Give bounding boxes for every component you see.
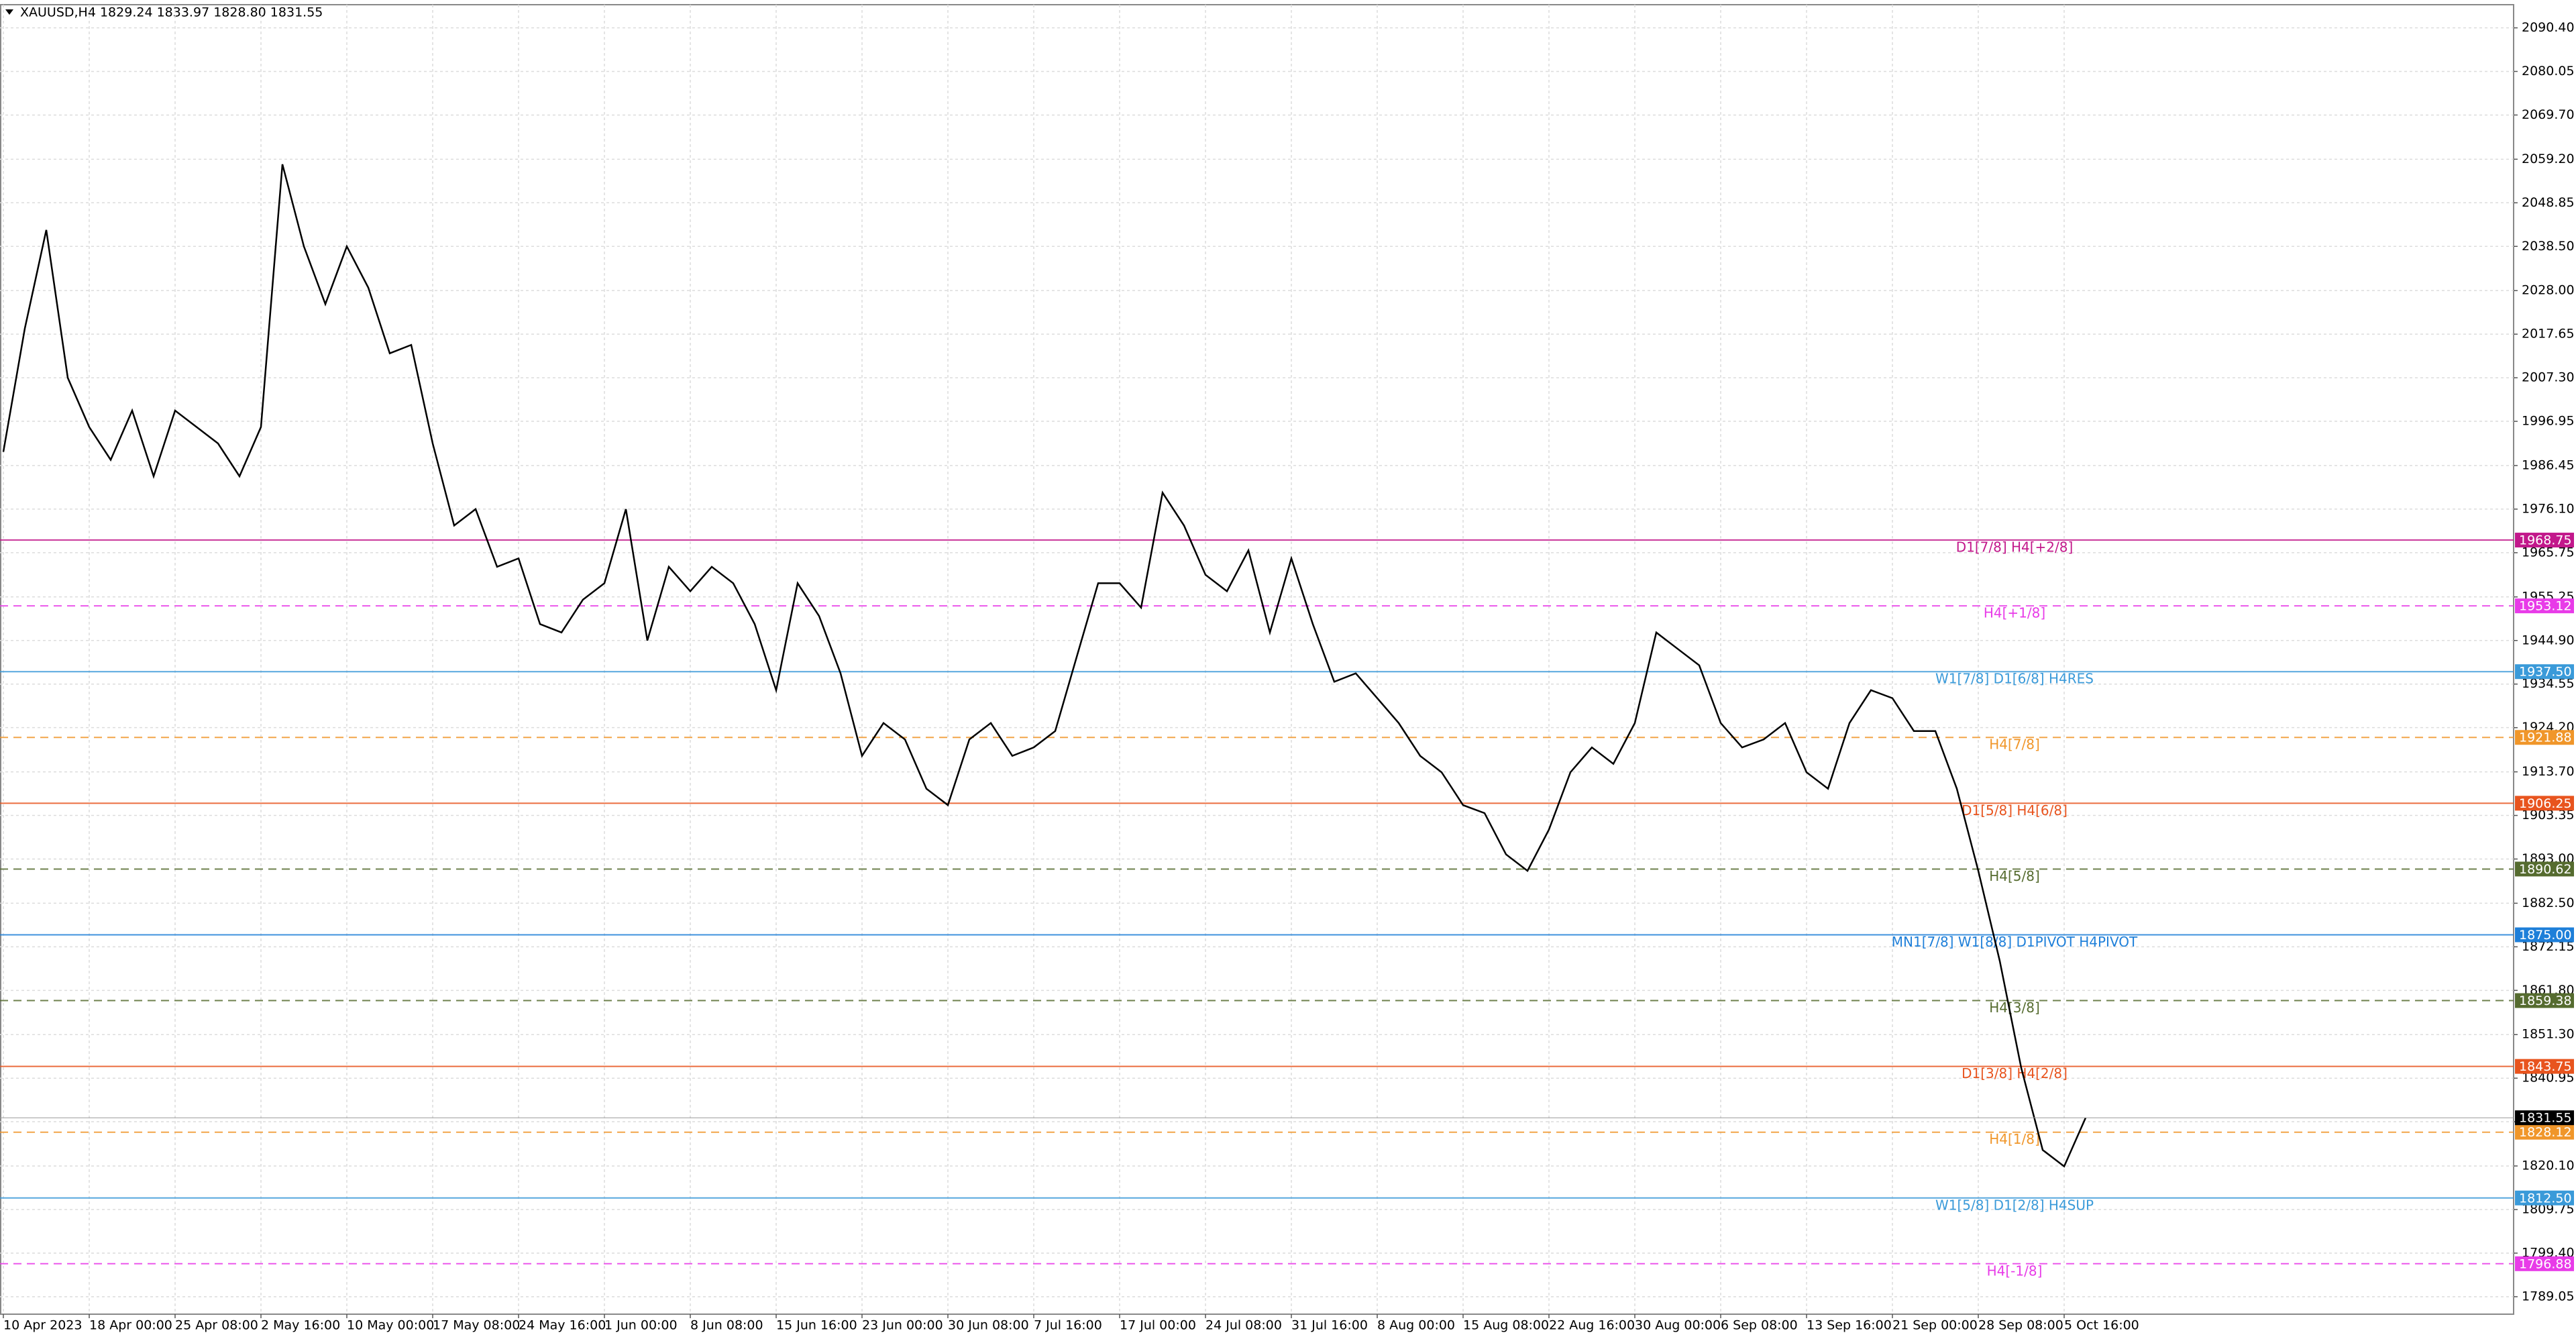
x-tick-label: 24 Jul 08:00 <box>1205 1318 1282 1333</box>
x-tick-label: 21 Sep 00:00 <box>1892 1318 1978 1333</box>
level-price-tag <box>2515 1190 2574 1206</box>
y-tick-label: 2048.85 <box>2522 195 2575 210</box>
x-tick-label: 31 Jul 16:00 <box>1291 1318 1368 1333</box>
y-tick-label: 1965.75 <box>2522 545 2575 559</box>
y-tick-label: 1976.10 <box>2522 501 2575 516</box>
x-tick-label: 6 Sep 08:00 <box>1721 1318 1798 1333</box>
y-tick-label: 1903.35 <box>2522 808 2575 822</box>
x-tick-label: 13 Sep 16:00 <box>1807 1318 1892 1333</box>
x-tick-label: 8 Jun 08:00 <box>690 1318 763 1333</box>
x-tick-label: 30 Jun 08:00 <box>948 1318 1029 1333</box>
x-tick-label: 2 May 16:00 <box>261 1318 340 1333</box>
level-price-tag <box>2515 598 2574 614</box>
y-tick-label: 2059.20 <box>2522 152 2575 166</box>
level-price-label: 1953.12 <box>2519 599 2572 614</box>
x-tick-label: 15 Aug 08:00 <box>1463 1318 1549 1333</box>
y-tick-label: 1851.30 <box>2522 1027 2575 1042</box>
level-price-tag <box>2515 533 2574 548</box>
x-tick-label: 5 Oct 16:00 <box>2064 1318 2139 1333</box>
y-tick-label: 1820.10 <box>2522 1159 2575 1173</box>
level-label: W1[7/8] D1[6/8] H4RES <box>1935 671 2094 687</box>
y-tick-label: 1934.55 <box>2522 676 2575 691</box>
level-label: H4[1/8] <box>1989 1131 2040 1147</box>
level-price-tag <box>2515 1059 2574 1074</box>
y-tick-label: 1996.95 <box>2522 414 2575 429</box>
level-price-label: 1890.62 <box>2519 862 2572 877</box>
y-tick-label: 2038.50 <box>2522 239 2575 254</box>
current-price-tag <box>2515 1110 2574 1126</box>
y-tick-label: 2007.30 <box>2522 370 2575 385</box>
level-label: H4[5/8] <box>1989 868 2040 884</box>
level-label: H4[7/8] <box>1989 737 2040 753</box>
y-tick-label: 1872.15 <box>2522 939 2575 954</box>
x-tick-label: 30 Aug 00:00 <box>1635 1318 1721 1333</box>
level-price-label: 1921.88 <box>2519 731 2572 745</box>
x-tick-label: 15 Jun 16:00 <box>776 1318 857 1333</box>
y-tick-label: 2069.70 <box>2522 107 2575 122</box>
x-tick-label: 7 Jul 16:00 <box>1034 1318 1102 1333</box>
level-label: MN1[7/8] W1[8/8] D1PIVOT H4PIVOT <box>1892 934 2138 950</box>
x-tick-label: 25 Apr 08:00 <box>175 1318 258 1333</box>
plot-frame <box>0 4 2514 1315</box>
y-tick-label: 2028.00 <box>2522 283 2575 298</box>
level-price-label: 1843.75 <box>2519 1059 2572 1074</box>
level-price-tag <box>2515 664 2574 680</box>
current-price-label: 1831.55 <box>2519 1111 2572 1126</box>
price-line <box>2 164 2087 1168</box>
y-tick-label: 2080.05 <box>2522 64 2575 78</box>
y-tick-label: 2090.40 <box>2522 20 2575 35</box>
level-price-label: 1796.88 <box>2519 1256 2572 1271</box>
level-price-label: 1937.50 <box>2519 665 2572 680</box>
level-price-tag <box>2515 993 2574 1008</box>
y-tick-label: 1944.90 <box>2522 633 2575 647</box>
x-tick-label: 17 May 08:00 <box>433 1318 520 1333</box>
level-price-label: 1859.38 <box>2519 994 2572 1008</box>
x-tick-label: 23 Jun 00:00 <box>862 1318 943 1333</box>
y-tick-label: 1913.70 <box>2522 764 2575 779</box>
level-price-tag <box>2515 927 2574 943</box>
level-price-tag <box>2515 796 2574 811</box>
level-price-tag <box>2515 861 2574 877</box>
x-tick-label: 8 Aug 00:00 <box>1377 1318 1455 1333</box>
x-tick-label: 22 Aug 16:00 <box>1549 1318 1635 1333</box>
level-label: H4[3/8] <box>1989 1000 2040 1016</box>
x-tick-label: 28 Sep 08:00 <box>1978 1318 2063 1333</box>
y-tick-label: 1789.05 <box>2522 1289 2575 1303</box>
x-tick-label: 17 Jul 00:00 <box>1120 1318 1196 1333</box>
level-label: H4[-1/8] <box>1987 1263 2043 1279</box>
x-tick-label: 10 Apr 2023 <box>3 1318 82 1333</box>
x-tick-label: 1 Jun 00:00 <box>604 1318 678 1333</box>
level-label: D1[7/8] H4[+2/8] <box>1956 539 2074 555</box>
y-tick-label: 1986.45 <box>2522 458 2575 472</box>
level-price-label: 1906.25 <box>2519 796 2572 811</box>
level-price-label: 1875.00 <box>2519 928 2572 943</box>
y-tick-label: 2017.65 <box>2522 327 2575 341</box>
level-price-tag <box>2515 1124 2574 1140</box>
x-tick-label: 24 May 16:00 <box>519 1318 606 1333</box>
y-tick-label: 1809.75 <box>2522 1202 2575 1217</box>
level-price-label: 1812.50 <box>2519 1191 2572 1206</box>
level-label: D1[5/8] H4[6/8] <box>1962 802 2068 818</box>
level-price-label: 1968.75 <box>2519 533 2572 548</box>
y-tick-label: 1840.95 <box>2522 1071 2575 1085</box>
level-label: H4[+1/8] <box>1984 605 2045 621</box>
x-tick-label: 10 May 00:00 <box>347 1318 434 1333</box>
x-tick-label: 18 Apr 00:00 <box>89 1318 172 1333</box>
level-price-tag <box>2515 1256 2574 1271</box>
symbol-menu-icon[interactable] <box>5 9 13 15</box>
level-price-tag <box>2515 730 2574 745</box>
level-label: D1[3/8] H4[2/8] <box>1962 1065 2068 1081</box>
level-price-label: 1828.12 <box>2519 1125 2572 1140</box>
y-tick-label: 1882.50 <box>2522 896 2575 910</box>
chart-title: XAUUSD,H4 1829.24 1833.97 1828.80 1831.5… <box>20 5 323 20</box>
level-label: W1[5/8] D1[2/8] H4SUP <box>1935 1197 2094 1213</box>
